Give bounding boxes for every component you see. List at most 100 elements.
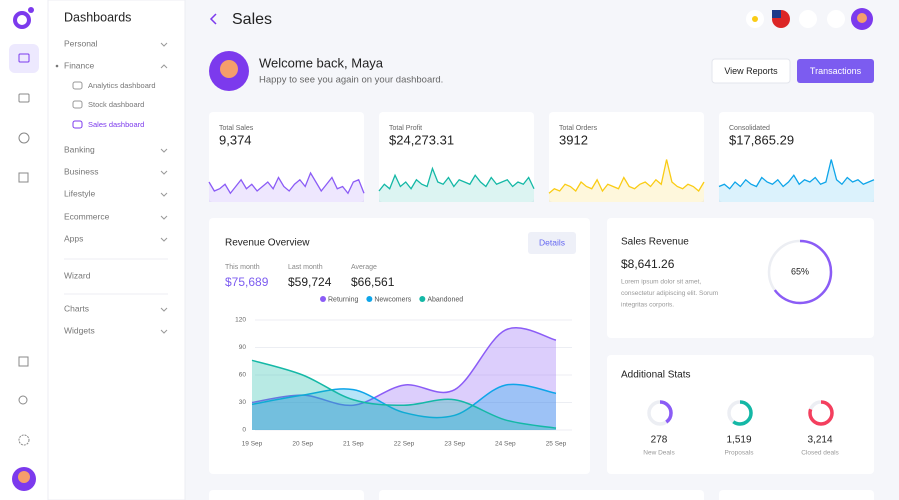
legend-label: Returning	[328, 296, 358, 303]
stat-card	[719, 112, 874, 202]
chevron[interactable]	[160, 42, 168, 47]
card	[209, 490, 364, 500]
nav-item[interactable]: Business	[64, 166, 99, 176]
card	[379, 490, 704, 500]
notifications[interactable]	[799, 10, 817, 28]
chevron[interactable]	[160, 215, 168, 220]
sparkline-area	[209, 173, 364, 202]
nav-item[interactable]: Personal	[64, 38, 98, 48]
page-title: Sales	[232, 11, 272, 28]
x-tick-label: 23 Sep	[444, 441, 465, 448]
summary-label: Last month	[288, 264, 323, 271]
summary-value: $66,561	[351, 275, 395, 289]
stat-label: Total Sales	[219, 125, 254, 132]
nav-item[interactable]: Finance	[64, 60, 95, 70]
stat-card	[549, 112, 704, 202]
sparkline-area	[379, 168, 534, 202]
nav-item[interactable]: Widgets	[64, 325, 95, 335]
rail-active[interactable]	[9, 44, 39, 73]
area-line	[251, 359, 557, 429]
donut-label: 65%	[791, 266, 809, 276]
ring-arc	[647, 400, 673, 426]
revenue-card	[209, 218, 590, 474]
area-fill	[252, 327, 556, 430]
summary-label: This month	[225, 264, 260, 271]
legend-dot	[320, 296, 326, 302]
stat-caption: Proposals	[725, 450, 755, 457]
area-fill	[252, 384, 556, 430]
area-line	[251, 383, 557, 419]
x-tick-label: 20 Sep	[292, 441, 313, 448]
chevron[interactable]	[160, 307, 168, 312]
summary-value: $75,689	[225, 275, 269, 289]
chevron[interactable]	[160, 329, 168, 334]
nav-item[interactable]: Wizard	[64, 270, 91, 280]
card-title: Sales Revenue	[621, 237, 689, 248]
button-label[interactable]: Transactions	[810, 66, 862, 76]
chevron[interactable]	[160, 148, 168, 153]
nav-item[interactable]: Lifestyle	[64, 188, 95, 198]
chevron[interactable]	[160, 64, 168, 69]
button-label[interactable]: Details	[539, 237, 565, 247]
rail-icon[interactable]	[18, 172, 29, 183]
summary-label: Average	[351, 264, 377, 271]
stat-number: 1,519	[726, 435, 751, 446]
nav-item[interactable]: Banking	[64, 144, 95, 154]
rail-icon[interactable]	[18, 132, 30, 144]
welcome-subtitle: Happy to see you again on your dashboard…	[259, 75, 443, 86]
sparkline-area	[549, 159, 704, 202]
avatar-face	[18, 471, 30, 483]
legend-label: Abandoned	[427, 296, 463, 303]
nav-item[interactable]: Ecommerce	[64, 211, 110, 221]
rail-icon[interactable]	[18, 93, 30, 103]
y-tick-label: 30	[239, 399, 247, 406]
rail-icon[interactable]	[18, 356, 29, 367]
legend-dot	[419, 296, 426, 302]
view-reports-button[interactable]	[711, 58, 791, 84]
icon-rail	[0, 0, 48, 500]
x-tick-label: 22 Sep	[394, 441, 415, 448]
stat-label: Consolidated	[729, 125, 770, 132]
apps[interactable]	[827, 10, 845, 28]
ring-arc	[808, 400, 834, 426]
rail-icon[interactable]	[18, 53, 30, 63]
nav-title: Dashboards	[64, 10, 131, 24]
x-tick-label: 24 Sep	[495, 441, 516, 448]
card-title: Revenue Overview	[225, 238, 310, 249]
sparkline	[548, 159, 705, 194]
active-dot	[55, 64, 59, 68]
nav-item[interactable]: Stock dashboard	[88, 100, 144, 109]
rail-icon[interactable]	[18, 395, 28, 405]
x-tick-label: 21 Sep	[343, 441, 364, 448]
stat-card	[379, 112, 534, 202]
flag-canton	[772, 10, 781, 18]
chevron[interactable]	[160, 237, 168, 242]
legend-label: Newcomers	[374, 296, 411, 303]
nav-item[interactable]: Apps	[64, 233, 83, 243]
avatar-face	[857, 13, 867, 23]
card	[719, 490, 874, 500]
welcome-title: Welcome back, Maya	[259, 55, 384, 70]
chevron[interactable]	[160, 192, 168, 197]
nav-icon	[72, 120, 83, 129]
nav-icon	[72, 81, 83, 90]
chevron[interactable]	[160, 170, 168, 175]
nav-item[interactable]: Charts	[64, 303, 89, 313]
avatar-face	[220, 60, 238, 78]
description: Lorem ipsum dolor sit amet,	[621, 279, 701, 286]
button-label[interactable]: View Reports	[724, 66, 778, 76]
transactions-button[interactable]	[797, 59, 874, 83]
back-button[interactable]	[209, 13, 217, 25]
sales-revenue-card	[607, 218, 874, 338]
description: integritas corporis.	[621, 302, 674, 309]
additional-stats-card	[607, 355, 874, 474]
rail-icon[interactable]	[18, 434, 30, 446]
stat-value: 3912	[559, 132, 588, 147]
stat-label: Total Profit	[389, 125, 422, 132]
area-fill	[252, 360, 556, 430]
details-button[interactable]	[528, 232, 576, 254]
stat-number: 3,214	[807, 435, 832, 446]
nav-item[interactable]: Analytics dashboard	[88, 81, 156, 90]
nav-item[interactable]: Sales dashboard	[88, 120, 144, 129]
